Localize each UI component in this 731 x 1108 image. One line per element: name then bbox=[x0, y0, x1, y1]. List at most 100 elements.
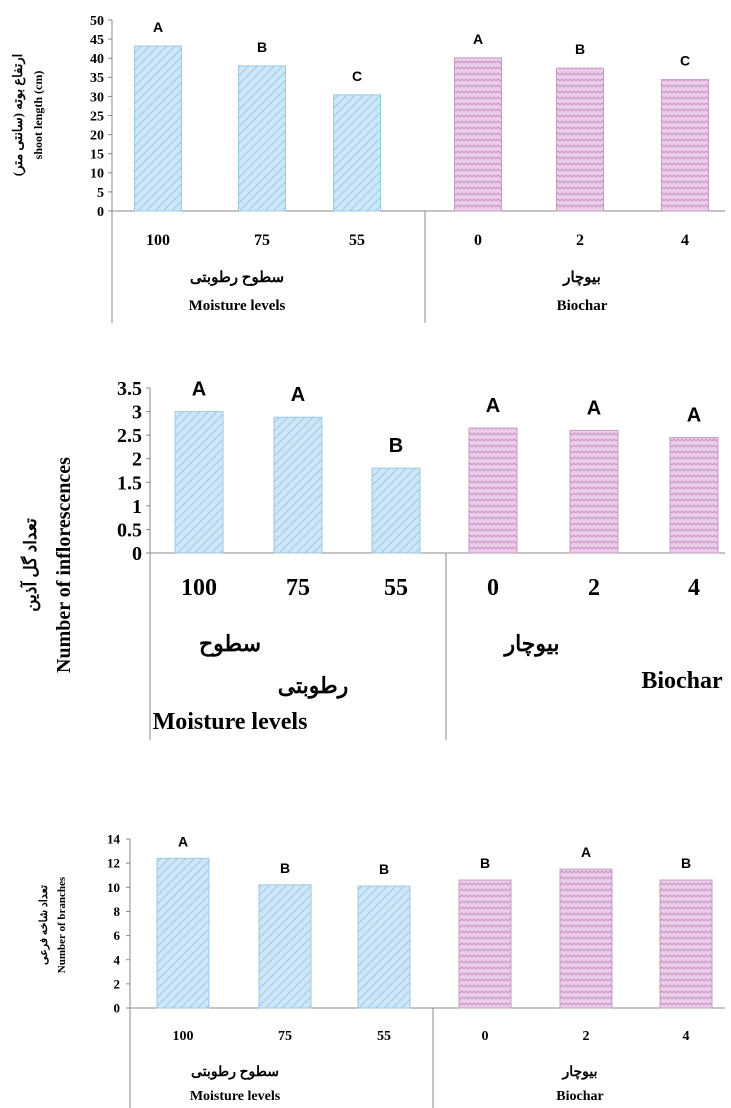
y-tick-label: 20 bbox=[90, 129, 104, 144]
group-label-fa: سطوح رطوبتی bbox=[191, 1065, 279, 1080]
group-label-fa: بیوچار bbox=[562, 270, 601, 286]
y-tick-label: 0 bbox=[114, 1001, 121, 1016]
significance-letter: A bbox=[587, 397, 601, 419]
significance-letter: B bbox=[379, 861, 389, 877]
bar-100 bbox=[134, 45, 182, 212]
y-tick-label: 3.5 bbox=[117, 378, 142, 400]
y-tick-label: 12 bbox=[107, 856, 120, 871]
y-tick-label: 50 bbox=[90, 14, 104, 29]
bar-0 bbox=[454, 57, 502, 212]
significance-letter: C bbox=[352, 68, 362, 84]
significance-letter: B bbox=[681, 855, 691, 871]
significance-letter: A bbox=[486, 395, 500, 417]
category-label: 55 bbox=[377, 1029, 391, 1044]
y-tick-label: 5 bbox=[97, 186, 104, 201]
bar-4 bbox=[669, 437, 719, 554]
bar-75 bbox=[238, 65, 286, 212]
significance-letter: A bbox=[178, 833, 188, 849]
category-label: 0 bbox=[487, 575, 499, 601]
bar-55 bbox=[357, 885, 411, 1009]
bar-55 bbox=[371, 467, 421, 554]
significance-letter: A bbox=[192, 379, 206, 401]
significance-letter: A bbox=[687, 405, 701, 427]
group-label-fa: سطوح bbox=[199, 631, 261, 657]
bar-55 bbox=[333, 94, 381, 212]
significance-letter: A bbox=[473, 31, 483, 47]
category-label: 100 bbox=[173, 1029, 194, 1044]
significance-letter: B bbox=[480, 855, 490, 871]
category-label: 4 bbox=[683, 1029, 690, 1044]
significance-letter: A bbox=[153, 19, 163, 35]
y-tick-label: 2.5 bbox=[117, 425, 142, 447]
significance-letter: C bbox=[680, 53, 690, 69]
significance-letter: A bbox=[581, 844, 591, 860]
chart-1: 0 5 10 15 20 25 30 35 40 45 50 A 100 B 75 C 55 A 0 B 2 C 4 سطوح… bbox=[10, 14, 725, 323]
chart-3: 0 2 4 6 8 10 12 14 A 100 B 75 B 55 B 0 A 2 B 4 سطوح رطوبتی Mo… bbox=[38, 832, 725, 1108]
bar-0 bbox=[458, 879, 512, 1009]
bar-75 bbox=[273, 416, 323, 554]
y-tick-label: 10 bbox=[90, 167, 104, 182]
significance-letter: B bbox=[575, 41, 585, 57]
y-tick-label: 8 bbox=[114, 904, 121, 919]
y-tick-label: 1.5 bbox=[117, 472, 142, 494]
category-label: 55 bbox=[349, 232, 365, 249]
group-label-en: Biochar bbox=[557, 298, 608, 314]
category-label: 55 bbox=[384, 575, 408, 601]
category-label: 75 bbox=[278, 1029, 292, 1044]
y-tick-label: 0 bbox=[97, 205, 104, 220]
y-tick-label: 35 bbox=[90, 71, 104, 86]
y-tick-label: 10 bbox=[107, 880, 120, 895]
bar-4 bbox=[661, 79, 709, 212]
bar-75 bbox=[258, 884, 312, 1009]
y-tick-label: 4 bbox=[114, 952, 121, 967]
bar-2 bbox=[559, 868, 613, 1009]
group-label-en: Moisture levels bbox=[189, 298, 286, 314]
y-tick-label: 1 bbox=[132, 496, 142, 518]
y-axis-label-en: Number of branches bbox=[56, 876, 68, 973]
chart-2: 00.511.522.533.5 A100A75B55A0A2A4سطوحرطوب… bbox=[19, 378, 725, 740]
group-label-fa: بیوچار bbox=[502, 631, 559, 657]
group-label-en: Biochar bbox=[556, 1089, 603, 1104]
category-label: 0 bbox=[474, 232, 482, 249]
y-tick-label: 6 bbox=[114, 928, 121, 943]
bar-100 bbox=[174, 411, 224, 554]
category-label: 100 bbox=[181, 575, 217, 601]
group-label-fa: بیوچار bbox=[561, 1065, 597, 1080]
y-axis-label-fa: تعداد گل آذین bbox=[19, 518, 41, 612]
category-label: 0 bbox=[482, 1029, 489, 1044]
category-label: 2 bbox=[583, 1029, 590, 1044]
group-label-en: Moisture levels bbox=[190, 1089, 281, 1104]
category-label: 2 bbox=[576, 232, 584, 249]
bar-2 bbox=[556, 67, 604, 212]
y-axis-label-en: shoot length (cm) bbox=[31, 71, 45, 160]
group-label-en: Biochar bbox=[641, 668, 723, 694]
y-tick-label: 15 bbox=[90, 148, 104, 163]
category-label: 2 bbox=[588, 575, 600, 601]
category-label: 4 bbox=[681, 232, 689, 249]
group-label-en: Moisture levels bbox=[153, 709, 308, 735]
bar-4 bbox=[659, 879, 713, 1009]
bar-0 bbox=[468, 427, 518, 554]
significance-letter: B bbox=[280, 860, 290, 876]
y-tick-label: 0.5 bbox=[117, 519, 142, 541]
y-tick-label: 45 bbox=[90, 33, 104, 48]
category-label: 75 bbox=[286, 575, 310, 601]
group-label-fa: سطوح رطوبتی bbox=[190, 270, 284, 286]
y-axis-label-fa: ارتفاع بوته (سانتی متر) bbox=[10, 54, 26, 176]
y-tick-label: 25 bbox=[90, 109, 104, 124]
category-label: 4 bbox=[688, 575, 700, 601]
group-label-fa-2: رطوبتی bbox=[278, 673, 349, 699]
significance-letter: B bbox=[389, 435, 403, 457]
y-axis-label-en: Number of inflorescences bbox=[53, 457, 75, 673]
category-label: 75 bbox=[254, 232, 270, 249]
y-tick-label: 30 bbox=[90, 90, 104, 105]
y-tick-label: 40 bbox=[90, 52, 104, 67]
y-tick-label: 2 bbox=[114, 976, 121, 991]
significance-letter: B bbox=[257, 39, 267, 55]
y-tick-label: 14 bbox=[107, 832, 121, 847]
y-axis-label-fa: تعداد شاخه فرعی bbox=[38, 885, 50, 965]
bar-2 bbox=[569, 429, 619, 554]
y-tick-label: 3 bbox=[132, 402, 142, 424]
bar-100 bbox=[156, 857, 210, 1009]
